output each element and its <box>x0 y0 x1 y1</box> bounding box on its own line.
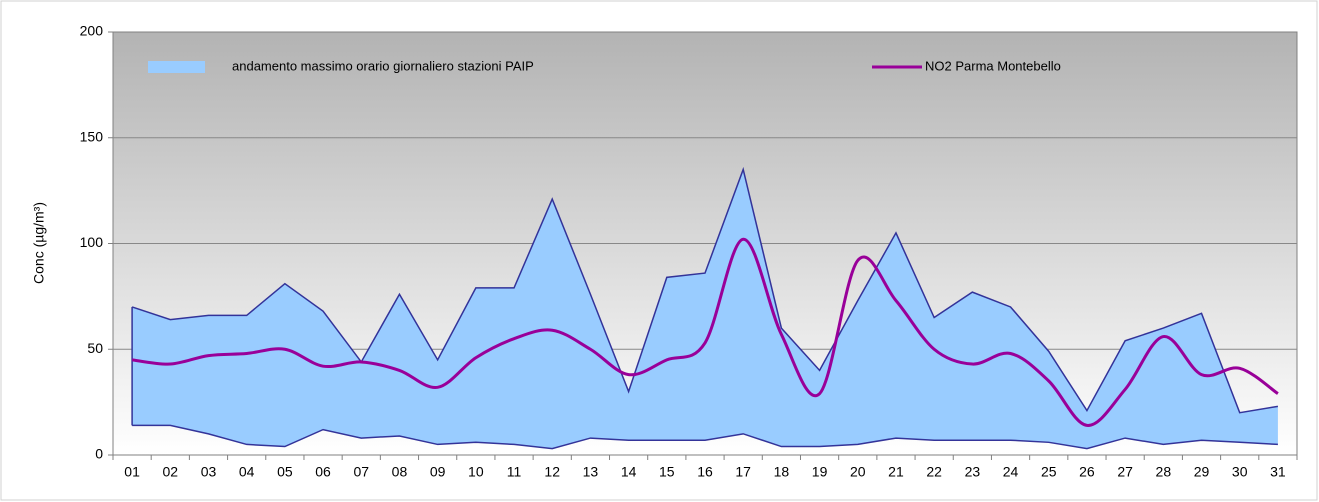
y-tick-label: 0 <box>95 446 103 462</box>
x-tick-label: 28 <box>1156 464 1172 480</box>
x-tick-label: 20 <box>850 464 866 480</box>
y-tick-label: 150 <box>80 128 104 144</box>
x-tick-label: 24 <box>1003 464 1019 480</box>
y-tick-label: 50 <box>87 340 103 356</box>
x-tick-label: 27 <box>1117 464 1133 480</box>
x-tick-label: 02 <box>163 464 179 480</box>
x-tick-label: 07 <box>353 464 369 480</box>
x-tick-label: 18 <box>774 464 790 480</box>
x-tick-label: 01 <box>124 464 140 480</box>
x-tick-label: 03 <box>201 464 217 480</box>
x-tick-label: 09 <box>430 464 446 480</box>
y-tick-label: 200 <box>80 23 104 39</box>
x-tick-label: 08 <box>392 464 408 480</box>
band-max-line <box>131 166 1279 414</box>
x-tick-label: 10 <box>468 464 484 480</box>
x-tick-label: 21 <box>888 464 904 480</box>
x-tick-label: 15 <box>659 464 675 480</box>
y-tick-label: 100 <box>80 234 104 250</box>
x-tick-label: 16 <box>697 464 713 480</box>
x-tick-label: 31 <box>1270 464 1286 480</box>
x-tick-label: 05 <box>277 464 293 480</box>
legend-label: andamento massimo orario giornaliero sta… <box>232 58 534 73</box>
band-area <box>132 169 1278 449</box>
x-tick-label: 14 <box>621 464 637 480</box>
x-tick-label: 12 <box>544 464 560 480</box>
y-axis-label: Conc (µg/m³) <box>31 202 47 284</box>
x-tick-label: 17 <box>735 464 751 480</box>
x-tick-label: 25 <box>1041 464 1057 480</box>
x-tick-label: 06 <box>315 464 331 480</box>
x-tick-label: 13 <box>583 464 599 480</box>
x-tick-label: 11 <box>507 464 522 480</box>
legend-label: NO2 Parma Montebello <box>925 58 1061 73</box>
x-tick-label: 23 <box>965 464 981 480</box>
legend-swatch <box>148 61 205 73</box>
x-tick-label: 26 <box>1079 464 1095 480</box>
x-tick-label: 22 <box>926 464 942 480</box>
x-tick-label: 29 <box>1194 464 1210 480</box>
x-tick-label: 04 <box>239 464 255 480</box>
x-tick-label: 30 <box>1232 464 1248 480</box>
band-min-line <box>132 424 1278 450</box>
line <box>131 237 1279 427</box>
x-tick-label: 19 <box>812 464 828 480</box>
